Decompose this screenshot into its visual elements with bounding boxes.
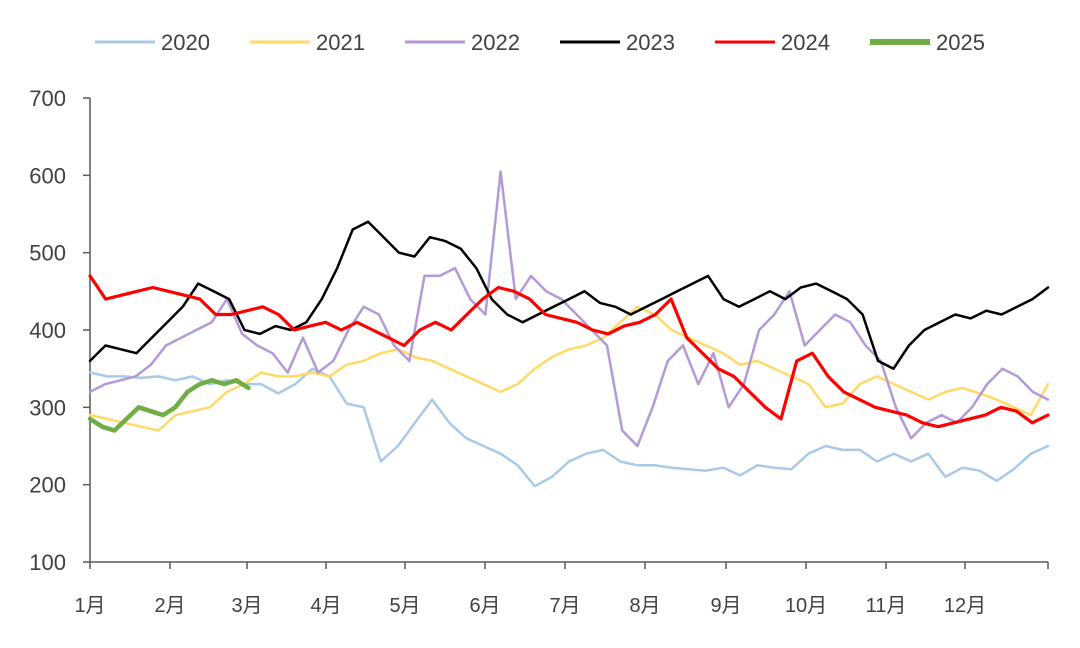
legend-label-2022: 2022 [471, 30, 520, 55]
x-tick-label: 11月 [866, 595, 907, 617]
x-tick-label: 2月 [154, 595, 185, 617]
x-tick-label: 5月 [389, 595, 420, 617]
x-tick-label: 10月 [785, 595, 827, 617]
y-tick-label: 200 [29, 473, 66, 498]
legend-label-2020: 2020 [161, 30, 210, 55]
y-tick-label: 600 [29, 163, 66, 188]
legend-label-2023: 2023 [626, 30, 675, 55]
legend-label-2021: 2021 [316, 30, 365, 55]
series-line-2025 [87, 378, 251, 433]
x-tick-label: 9月 [710, 595, 741, 617]
x-tick-label: 8月 [629, 595, 660, 617]
y-tick-label: 400 [29, 318, 66, 343]
chart-legend: 2020 2021 2022 2023 2024 2025 [95, 30, 985, 55]
x-tick-label: 1月 [74, 595, 105, 617]
series-line-2020 [88, 367, 1050, 488]
y-tick-label: 500 [29, 241, 66, 266]
x-tick-label: 7月 [549, 595, 580, 617]
y-tick-label: 700 [29, 86, 66, 111]
plot-area [87, 170, 1050, 488]
x-tick-label: 3月 [231, 595, 262, 617]
legend-label-2024: 2024 [781, 30, 830, 55]
series-line-2024 [88, 274, 1050, 429]
legend-label-2025: 2025 [936, 30, 985, 55]
series-line-2021 [88, 305, 1050, 432]
series-line-2022 [88, 170, 1050, 448]
y-tick-label: 100 [29, 550, 66, 575]
y-tick-label: 300 [29, 395, 66, 420]
series-line-2023 [88, 220, 1050, 370]
x-tick-label: 4月 [310, 595, 341, 617]
x-tick-label: 12月 [944, 595, 986, 617]
y-axis: 100 200 300 400 500 600 700 [29, 86, 91, 575]
x-axis: 1月 2月 3月 4月 5月 6月 7月 8月 9月 10月 11月 12月 [74, 561, 1049, 617]
x-tick-label: 6月 [469, 595, 500, 617]
